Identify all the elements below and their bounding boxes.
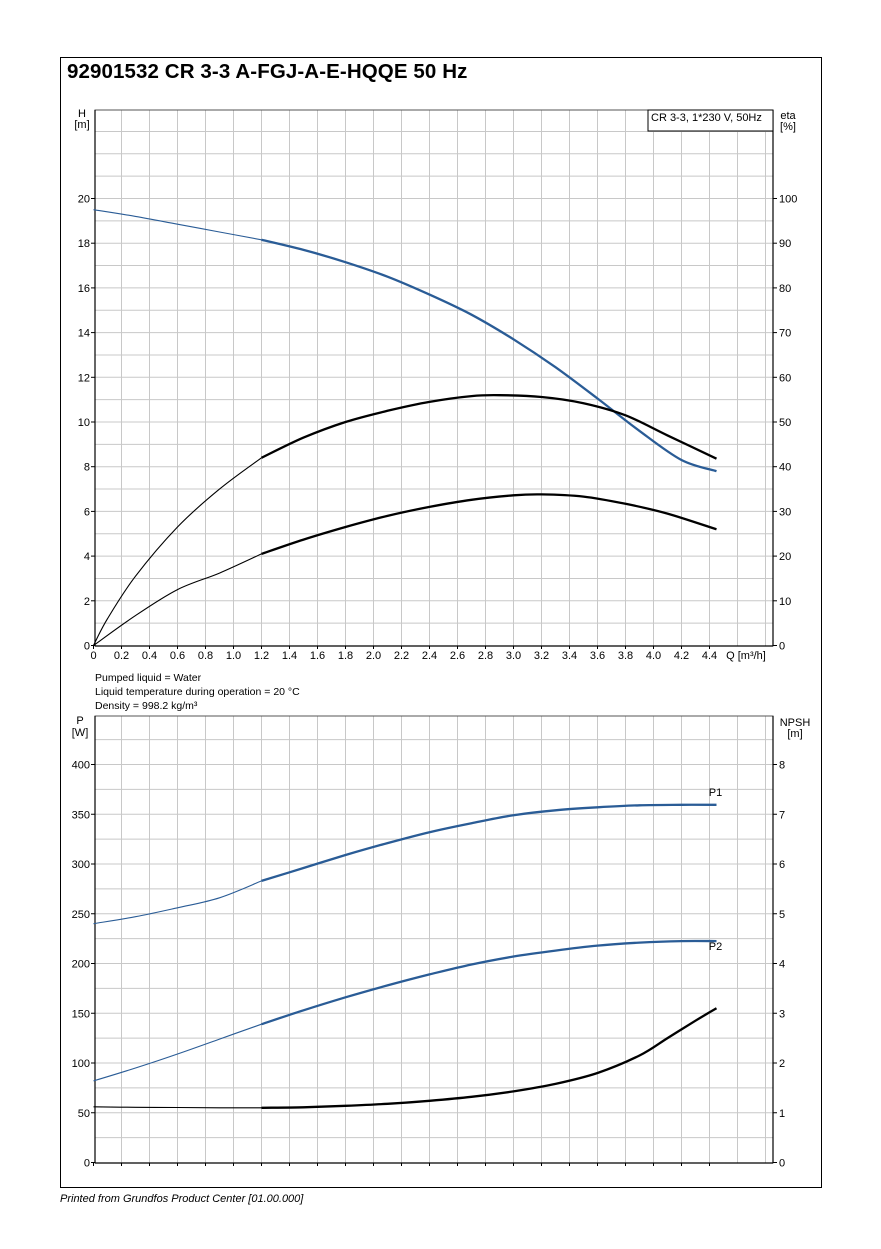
y-left-tick-label: 18 <box>78 238 90 250</box>
x-tick-label: 3.8 <box>618 650 633 662</box>
y-right-axis-unit: [m] <box>787 728 802 740</box>
y-right-tick-label: 5 <box>779 909 785 921</box>
x-tick-label: 4.2 <box>674 650 689 662</box>
curve-2-curve-thin <box>93 457 262 646</box>
y-right-tick-label: 6 <box>779 859 785 871</box>
x-tick-label: 3.6 <box>590 650 605 662</box>
y-left-tick-label: 250 <box>72 909 90 921</box>
y-right-tick-label: 40 <box>779 462 791 474</box>
y-left-tick-label: 20 <box>78 194 90 206</box>
y-left-axis-title: P <box>76 715 83 727</box>
y-left-tick-label: 400 <box>72 760 90 772</box>
y-left-tick-label: 6 <box>84 506 90 518</box>
y-left-tick-label: 100 <box>72 1058 90 1070</box>
liquid-info-line: Pumped liquid = Water <box>95 672 202 684</box>
curve-2-curve-thick <box>260 393 717 460</box>
y-right-tick-label: 100 <box>779 194 797 206</box>
y-left-tick-label: 12 <box>78 372 90 384</box>
y-right-tick-label: 20 <box>779 551 791 563</box>
x-tick-label: 2.4 <box>422 650 437 662</box>
x-tick-label: 0.8 <box>198 650 213 662</box>
series-label-p2: P2 <box>709 941 722 953</box>
x-tick-label: 2.6 <box>450 650 465 662</box>
y-right-tick-label: 70 <box>779 328 791 340</box>
y-left-tick-label: 10 <box>78 417 90 429</box>
y-left-tick-label: 14 <box>78 328 90 340</box>
y-right-tick-label: 2 <box>779 1058 785 1070</box>
y-left-tick-label: 16 <box>78 283 90 295</box>
y-left-axis-unit: [m] <box>74 119 89 131</box>
y-right-axis-title: NPSH <box>780 717 811 729</box>
curve-3-curve-thick <box>261 493 717 555</box>
y-right-axis-unit: [%] <box>780 121 796 133</box>
curve-1-curve-thin <box>93 209 262 241</box>
y-left-axis-title: H <box>78 108 86 120</box>
y-right-tick-label: 90 <box>779 238 791 250</box>
series-label-p1: P1 <box>709 787 722 799</box>
x-tick-label: 1.0 <box>226 650 241 662</box>
x-tick-label: 1.8 <box>338 650 353 662</box>
y-left-tick-label: 4 <box>84 551 90 563</box>
y-right-tick-label: 4 <box>779 959 785 971</box>
page-title: 92901532 CR 3-3 A-FGJ-A-E-HQQE 50 Hz <box>67 60 468 83</box>
x-tick-label: 2.0 <box>366 650 381 662</box>
plot-area-border <box>94 715 774 1164</box>
y-right-tick-label: 80 <box>779 283 791 295</box>
y-right-tick-label: 50 <box>779 417 791 429</box>
x-tick-label: 4.0 <box>646 650 661 662</box>
page-frame <box>60 57 822 1188</box>
y-left-tick-label: 350 <box>72 809 90 821</box>
p2-curve-thin <box>93 1023 262 1082</box>
p2-curve-thick <box>261 939 717 1026</box>
power-npsh-chart <box>91 715 777 1166</box>
x-tick-label: 3.0 <box>506 650 521 662</box>
y-right-tick-label: 8 <box>779 760 785 772</box>
x-tick-label: 1.2 <box>254 650 269 662</box>
y-right-tick-label: 0 <box>779 641 785 653</box>
x-tick-label: 2.8 <box>478 650 493 662</box>
footer-note: Printed from Grundfos Product Center [01… <box>60 1193 304 1205</box>
y-left-tick-label: 200 <box>72 959 90 971</box>
y-right-tick-label: 60 <box>779 372 791 384</box>
curve-3-curve-thick <box>261 1007 718 1109</box>
curve-3-curve-thin <box>93 553 262 646</box>
x-tick-label: 3.4 <box>562 650 577 662</box>
x-tick-label: 0.6 <box>170 650 185 662</box>
y-right-tick-label: 10 <box>779 596 791 608</box>
y-right-tick-label: 3 <box>779 1008 785 1020</box>
p1-curve-thick <box>261 803 717 883</box>
p1-curve-thin <box>93 880 262 925</box>
x-tick-label: 2.2 <box>394 650 409 662</box>
liquid-info-line: Density = 998.2 kg/m³ <box>95 700 198 712</box>
x-tick-label: 0.2 <box>114 650 129 662</box>
liquid-info-line: Liquid temperature during operation = 20… <box>95 686 300 698</box>
y-right-tick-label: 0 <box>779 1158 785 1170</box>
y-right-axis-title: eta <box>780 110 796 122</box>
plot-area-border <box>94 109 774 647</box>
y-left-axis-unit: [W] <box>72 727 89 739</box>
y-left-tick-label: 50 <box>78 1108 90 1120</box>
y-left-tick-label: 300 <box>72 859 90 871</box>
y-left-tick-label: 8 <box>84 462 90 474</box>
y-right-tick-label: 30 <box>779 506 791 518</box>
x-tick-label: 1.4 <box>282 650 297 662</box>
y-left-tick-label: 150 <box>72 1008 90 1020</box>
x-tick-label: 1.6 <box>310 650 325 662</box>
x-tick-label: 0.4 <box>142 650 157 662</box>
x-axis-title: Q [m³/h] <box>726 650 766 662</box>
y-left-tick-label: 0 <box>84 1158 90 1170</box>
x-tick-label: 0 <box>90 650 96 662</box>
legend-box-label: CR 3-3, 1*230 V, 50Hz <box>651 112 762 124</box>
legend-box <box>647 109 774 132</box>
y-left-tick-label: 2 <box>84 596 90 608</box>
y-right-tick-label: 7 <box>779 809 785 821</box>
y-left-tick-label: 0 <box>84 641 90 653</box>
curve-1-curve-thick <box>261 238 717 473</box>
head-efficiency-chart <box>91 109 777 649</box>
x-tick-label: 4.4 <box>702 650 717 662</box>
x-tick-label: 3.2 <box>534 650 549 662</box>
curve-3-curve-thin <box>93 1106 262 1109</box>
y-right-tick-label: 1 <box>779 1108 785 1120</box>
